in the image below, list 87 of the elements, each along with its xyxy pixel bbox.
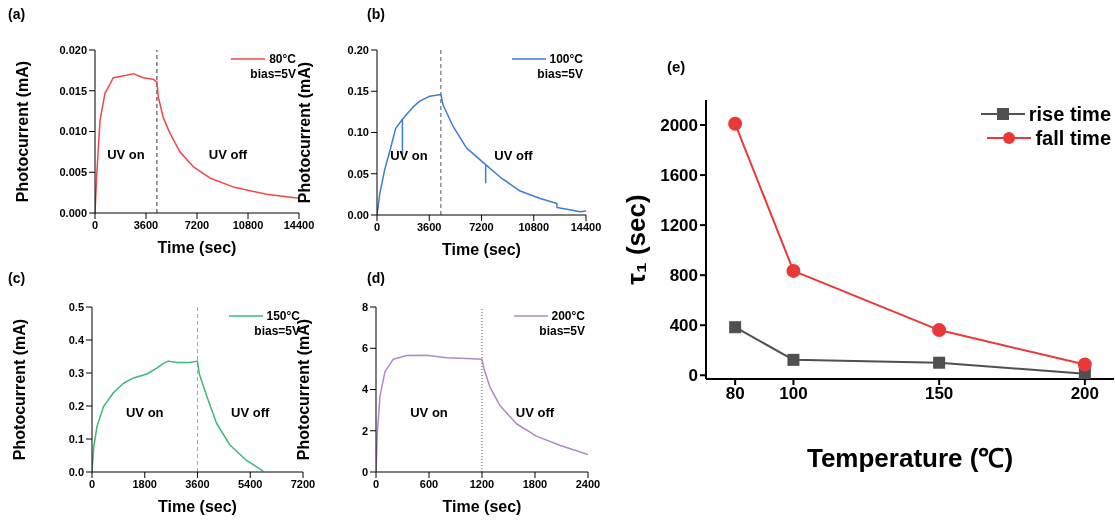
annotation: UV on (125, 405, 164, 421)
y-tick-label: 0.15 (347, 85, 369, 98)
legend-label: rise time (1028, 102, 1111, 126)
x-tick-label: 0 (372, 477, 380, 490)
y-tick-label: 0.20 (347, 43, 369, 56)
legend-label: 200°C (551, 309, 585, 323)
point (932, 323, 947, 338)
y-axis-title: τ₁ (sec) (621, 194, 652, 285)
x-tick-label: 0 (91, 218, 99, 231)
annotation: UV off (231, 405, 270, 421)
x-tick-label: 10800 (518, 220, 550, 233)
y-tick-label: 1600 (660, 166, 698, 186)
chart-title: (c) (8, 270, 26, 286)
y-tick-label: 0.005 (59, 166, 87, 179)
point (786, 263, 801, 278)
x-tick-label: 200 (1070, 384, 1100, 404)
y-tick-label: 6 (361, 342, 368, 355)
x-tick-label: 600 (419, 477, 439, 490)
annotation: UV on (107, 147, 145, 163)
x-tick-label: 3600 (133, 218, 159, 231)
y-tick-label: 0 (361, 465, 368, 478)
y-tick-label: 4 (361, 383, 369, 396)
chart-title: (a) (8, 6, 26, 22)
point (787, 353, 800, 366)
chart-title: (e) (667, 58, 686, 75)
x-tick-label: 1800 (132, 477, 157, 490)
y-axis-title: Photocurrent (mA) (13, 60, 31, 203)
legend-label: 80°C (269, 52, 296, 66)
x-tick-label: 10800 (232, 218, 264, 231)
y-tick-label: 0.00 (347, 208, 369, 221)
y-tick-label: 2 (361, 424, 368, 437)
annotation: UV on (390, 148, 428, 164)
x-tick-label: 3600 (417, 220, 442, 233)
y-tick-label: 0.0 (68, 465, 84, 478)
y-tick-label: 0 (688, 366, 698, 386)
x-axis-title: Time (sec) (442, 241, 521, 258)
annotation: bias=5V (250, 67, 296, 81)
point (1077, 357, 1092, 372)
y-tick-label: 0.3 (68, 366, 84, 379)
annotation: bias=5V (537, 67, 583, 81)
y-axis-title: Photocurrent (mA) (10, 318, 28, 461)
legend-label: fall time (1035, 126, 1111, 150)
annotation: UV on (410, 405, 448, 421)
chart-title: (b) (367, 6, 385, 22)
y-tick-label: 0.05 (347, 167, 369, 180)
y-tick-label: 400 (669, 316, 698, 336)
y-tick-label: 0.4 (68, 333, 85, 346)
x-axis-title: Time (sec) (442, 498, 522, 515)
y-tick-label: 800 (669, 266, 698, 286)
x-tick-label: 5400 (238, 477, 263, 490)
legend-label: 100°C (549, 52, 583, 66)
x-tick-label: 3600 (185, 477, 210, 490)
x-tick-label: 1200 (469, 477, 495, 490)
x-tick-label: 80 (725, 384, 745, 404)
x-tick-label: 7200 (184, 218, 210, 231)
annotation: UV off (494, 148, 533, 164)
x-tick-label: 7200 (290, 477, 316, 490)
x-tick-label: 2400 (575, 477, 601, 490)
x-axis-title: Time (sec) (157, 239, 237, 256)
x-tick-label: 1800 (522, 477, 548, 490)
x-tick-label: 14400 (570, 220, 602, 233)
y-tick-label: 0.010 (59, 125, 87, 138)
y-tick-label: 0.000 (59, 206, 87, 219)
point (728, 116, 743, 131)
x-axis-title: Temperature (℃) (806, 443, 1014, 473)
point (729, 321, 742, 334)
y-tick-label: 2000 (660, 116, 698, 136)
y-tick-label: 0.2 (68, 399, 84, 412)
chart-title: (d) (367, 270, 385, 286)
x-tick-label: 0 (88, 477, 96, 490)
point (933, 356, 946, 369)
y-tick-label: 0.1 (68, 432, 84, 445)
y-tick-label: 0.015 (59, 84, 87, 97)
x-tick-label: 14400 (283, 218, 315, 231)
x-tick-label: 7200 (469, 220, 494, 233)
y-tick-label: 0.10 (347, 126, 369, 139)
annotation: bias=5V (539, 324, 585, 338)
x-axis-title: Time (sec) (158, 498, 237, 515)
y-tick-label: 0.5 (68, 300, 84, 313)
x-tick-label: 150 (924, 384, 954, 404)
x-tick-label: 0 (373, 220, 381, 233)
y-tick-label: 8 (361, 300, 368, 313)
y-axis-title: Photocurrent (mA) (295, 61, 313, 204)
x-tick-label: 100 (779, 384, 808, 404)
annotation: UV off (208, 147, 248, 163)
y-tick-label: 0.020 (59, 43, 87, 56)
annotation: UV off (515, 405, 555, 421)
